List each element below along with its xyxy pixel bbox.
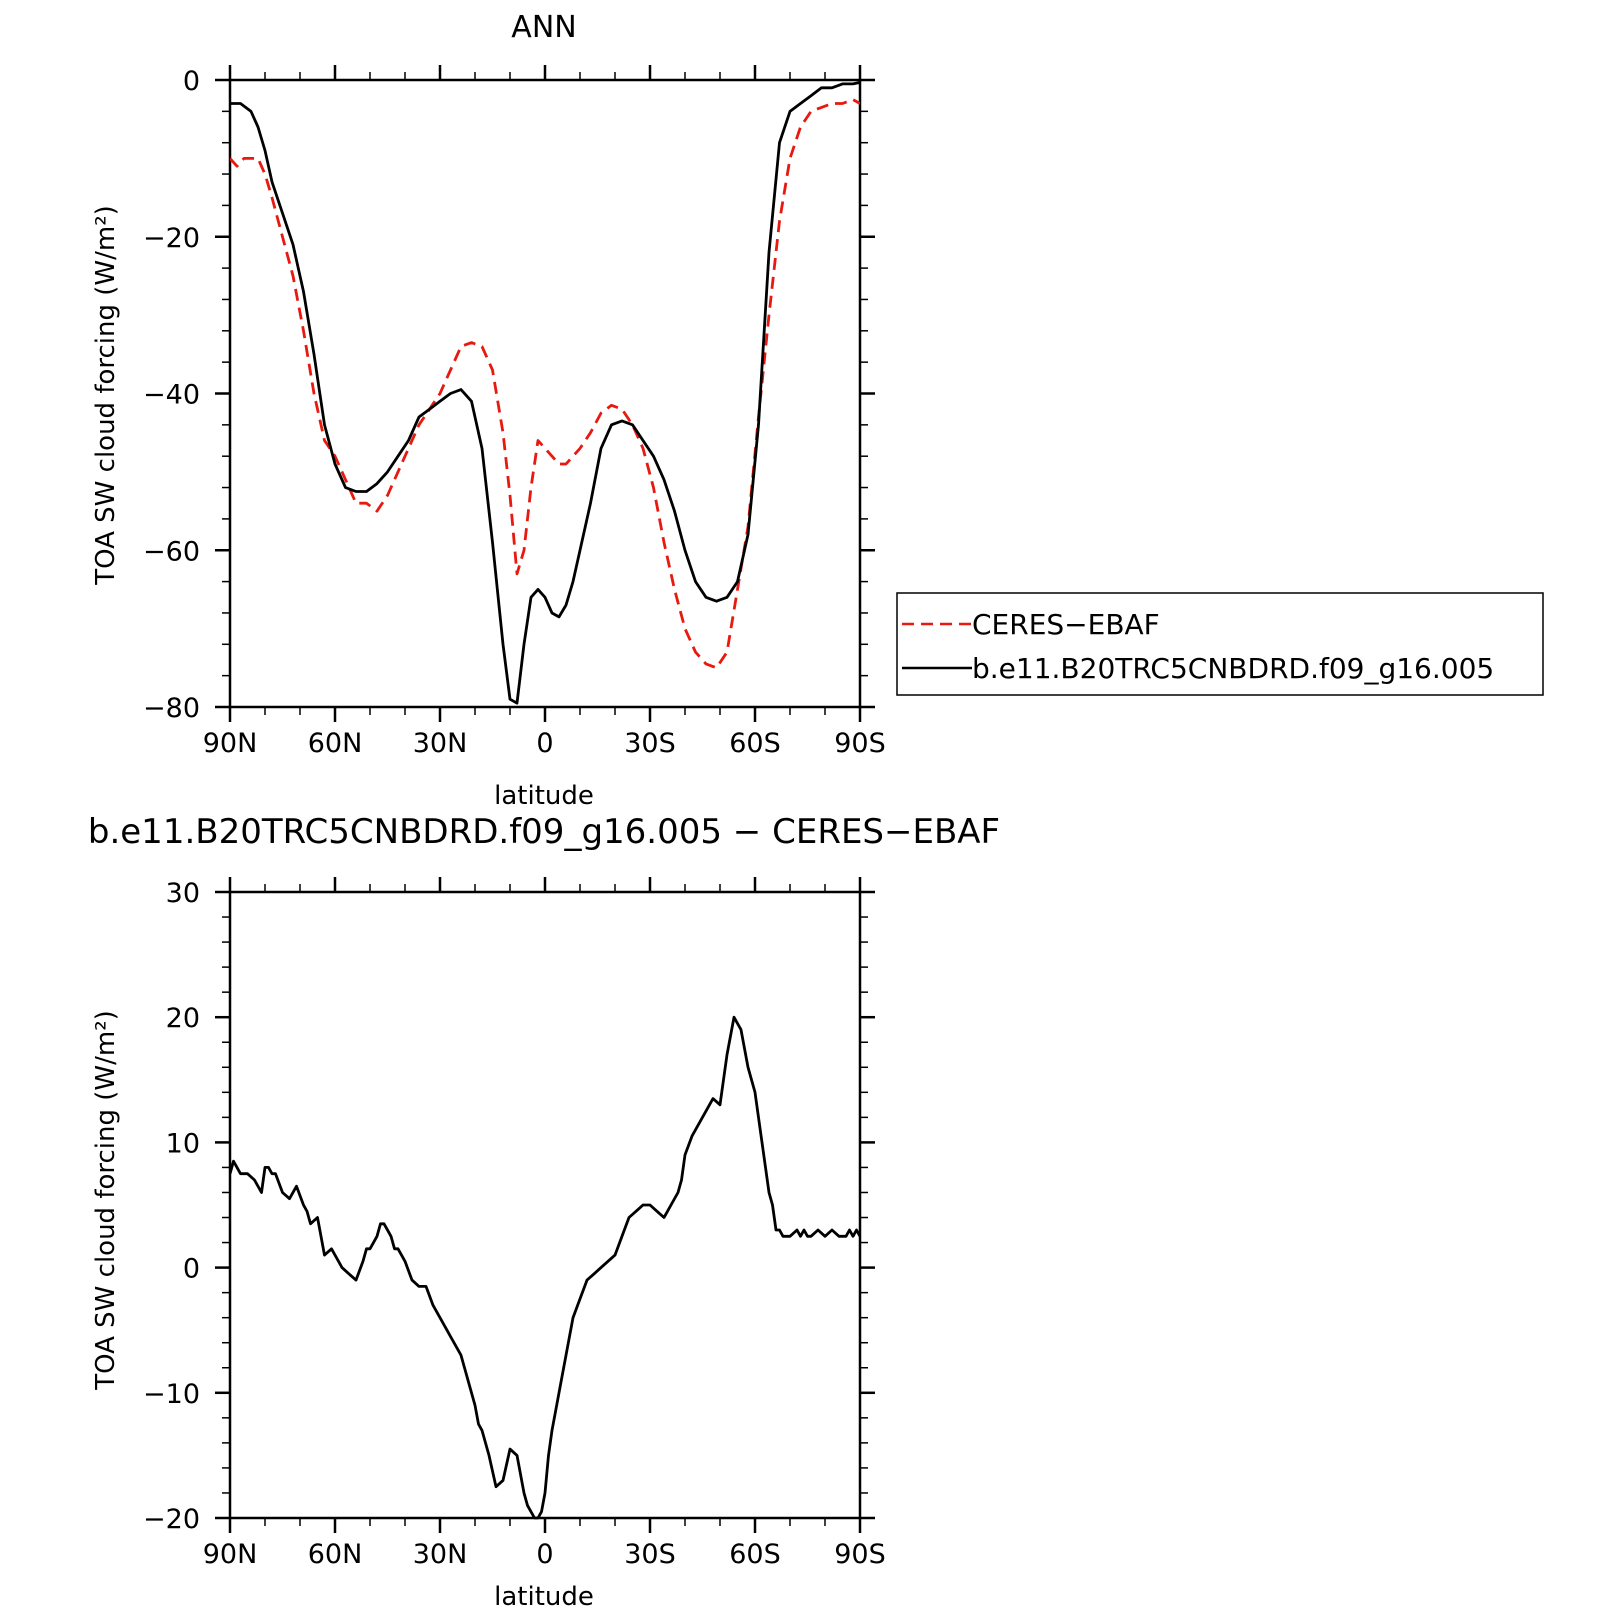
chart-bottom-x-tick-label: 0 — [536, 1539, 553, 1570]
chart-bottom-y-tick-label: −20 — [143, 1504, 200, 1535]
chart-bottom-y-tick-label: 10 — [166, 1128, 200, 1159]
chart-bottom-plot-frame — [228, 890, 862, 1520]
chart-top-y-axis-label: TOA SW cloud forcing (W/m²) — [91, 205, 121, 586]
chart-top-series-line-0 — [230, 98, 860, 670]
chart-top-plot-frame — [228, 78, 862, 709]
chart-top-x-tick-label: 30N — [413, 728, 468, 759]
chart-top: ANN latitude TOA SW cloud forcing (W/m²)… — [91, 10, 886, 811]
chart-bottom-y-tick-label: 30 — [166, 878, 200, 909]
chart-top-title: ANN — [511, 10, 576, 45]
chart-bottom: b.e11.B20TRC5CNBDRD.f09_g16.005 − CERES−… — [88, 812, 1000, 1612]
chart-top-x-tick-label: 90N — [203, 728, 258, 759]
chart-bottom-x-tick-label: 30N — [413, 1539, 468, 1570]
chart-bottom-x-axis-label: latitude — [494, 1582, 594, 1612]
chart-top-x-tick-label: 0 — [536, 728, 553, 759]
chart-bottom-title: b.e11.B20TRC5CNBDRD.f09_g16.005 − CERES−… — [88, 812, 1000, 852]
chart-top-y-tick-label: −80 — [143, 693, 200, 724]
chart-bottom-y-tick-label: 0 — [183, 1254, 200, 1285]
chart-bottom-x-tick-label: 90S — [834, 1539, 886, 1570]
chart-top-x-tick-label: 30S — [624, 728, 676, 759]
chart-bottom-x-tick-label: 90N — [203, 1539, 258, 1570]
chart-bottom-x-tick-label: 60N — [308, 1539, 363, 1570]
chart-top-series-line-1 — [230, 81, 860, 705]
legend: CERES−EBAF b.e11.B20TRC5CNBDRD.f09_g16.0… — [896, 592, 1544, 696]
chart-bottom-x-tick-label: 30S — [624, 1539, 676, 1570]
chart-top-x-tick-label: 60N — [308, 728, 363, 759]
legend-box — [896, 592, 1544, 696]
chart-top-x-tick-label: 60S — [729, 728, 781, 759]
chart-bottom-x-tick-label: 60S — [729, 1539, 781, 1570]
chart-top-y-tick-label: 0 — [183, 66, 200, 97]
chart-top-y-tick-label: −60 — [143, 536, 200, 567]
chart-bottom-y-tick-label: −10 — [143, 1379, 200, 1410]
chart-bottom-series-line-0 — [230, 1015, 860, 1520]
legend-label-model: b.e11.B20TRC5CNBDRD.f09_g16.005 — [972, 652, 1494, 685]
chart-top-y-tick-label: −20 — [143, 223, 200, 254]
chart-top-x-axis-label: latitude — [494, 781, 594, 811]
legend-label-ceres: CERES−EBAF — [972, 608, 1160, 641]
chart-bottom-y-axis-label: TOA SW cloud forcing (W/m²) — [91, 1010, 121, 1391]
chart-bottom-y-tick-label: 20 — [166, 1003, 200, 1034]
chart-top-y-tick-label: −40 — [143, 380, 200, 411]
chart-top-x-tick-label: 90S — [834, 728, 886, 759]
